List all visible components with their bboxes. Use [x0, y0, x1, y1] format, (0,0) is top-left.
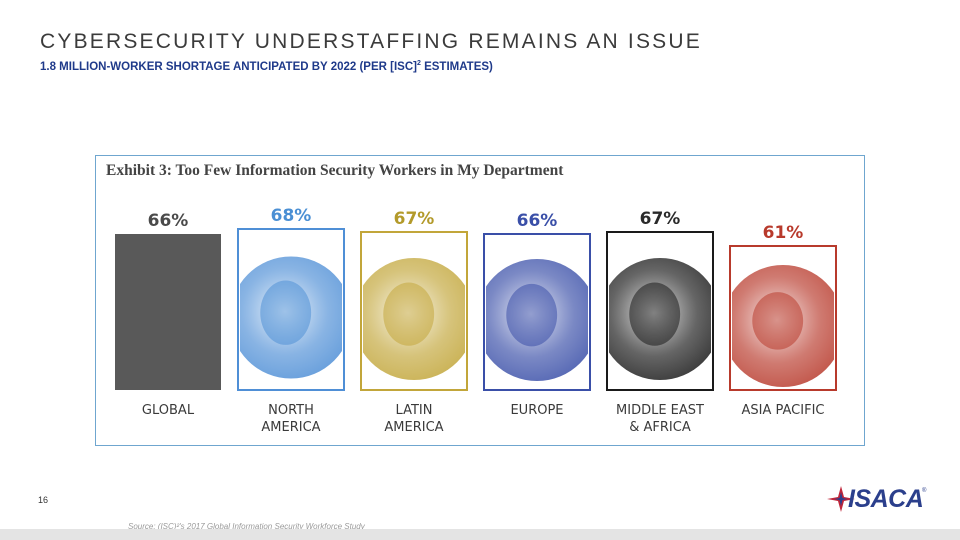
logo-text: ISACA — [848, 485, 924, 513]
value-label-0: 66% — [148, 211, 189, 231]
category-label-5-0: ASIA PACIFIC — [742, 403, 825, 418]
category-label-0-0: GLOBAL — [142, 403, 195, 418]
landmass-3 — [506, 283, 558, 347]
bar-global — [115, 234, 221, 390]
category-label-2-1: AMERICA — [384, 420, 443, 435]
isaca-star-icon — [827, 486, 855, 512]
subtitle-end: ESTIMATES) — [420, 60, 493, 73]
value-label-1: 68% — [271, 206, 312, 226]
category-label-4-0: MIDDLE EAST — [616, 403, 704, 418]
value-label-5: 61% — [763, 223, 804, 243]
slide-title: CYBERSECURITY UNDERSTAFFING REMAINS AN I… — [40, 30, 702, 53]
landmass-2 — [383, 282, 435, 346]
subtitle-main: 1.8 MILLION-WORKER SHORTAGE ANTICIPATED … — [40, 60, 417, 73]
category-label-2-0: LATIN — [396, 403, 433, 418]
subtitle-superscript: 2 — [416, 60, 421, 67]
slide-subtitle: 1.8 MILLION-WORKER SHORTAGE ANTICIPATED … — [40, 60, 493, 73]
category-label-1-1: AMERICA — [261, 420, 320, 435]
category-label-4-1: & AFRICA — [629, 420, 691, 435]
value-label-4: 67% — [640, 209, 681, 229]
category-label-3-0: EUROPE — [510, 403, 563, 418]
page-number: 16 — [38, 495, 49, 505]
isaca-logo: ISACA ® — [826, 484, 930, 516]
landmass-1 — [260, 280, 312, 345]
exhibit-title: Exhibit 3: Too Few Information Security … — [106, 162, 564, 179]
bar-chart: 66% GLOBAL 68% NORTH AMERICA 67% LATIN AMERICA 6… — [115, 206, 837, 435]
exhibit-frame: Exhibit 3: Too Few Information Security … — [95, 155, 865, 446]
landmass-4 — [629, 282, 681, 346]
footer-bar — [0, 529, 960, 540]
logo-registered: ® — [922, 488, 927, 494]
landmass-5 — [752, 292, 804, 350]
category-label-1-0: NORTH — [268, 403, 314, 418]
value-label-3: 66% — [517, 211, 558, 231]
source-note: Source: (ISC)²'s 2017 Global Information… — [128, 522, 365, 531]
value-label-2: 67% — [394, 209, 435, 229]
